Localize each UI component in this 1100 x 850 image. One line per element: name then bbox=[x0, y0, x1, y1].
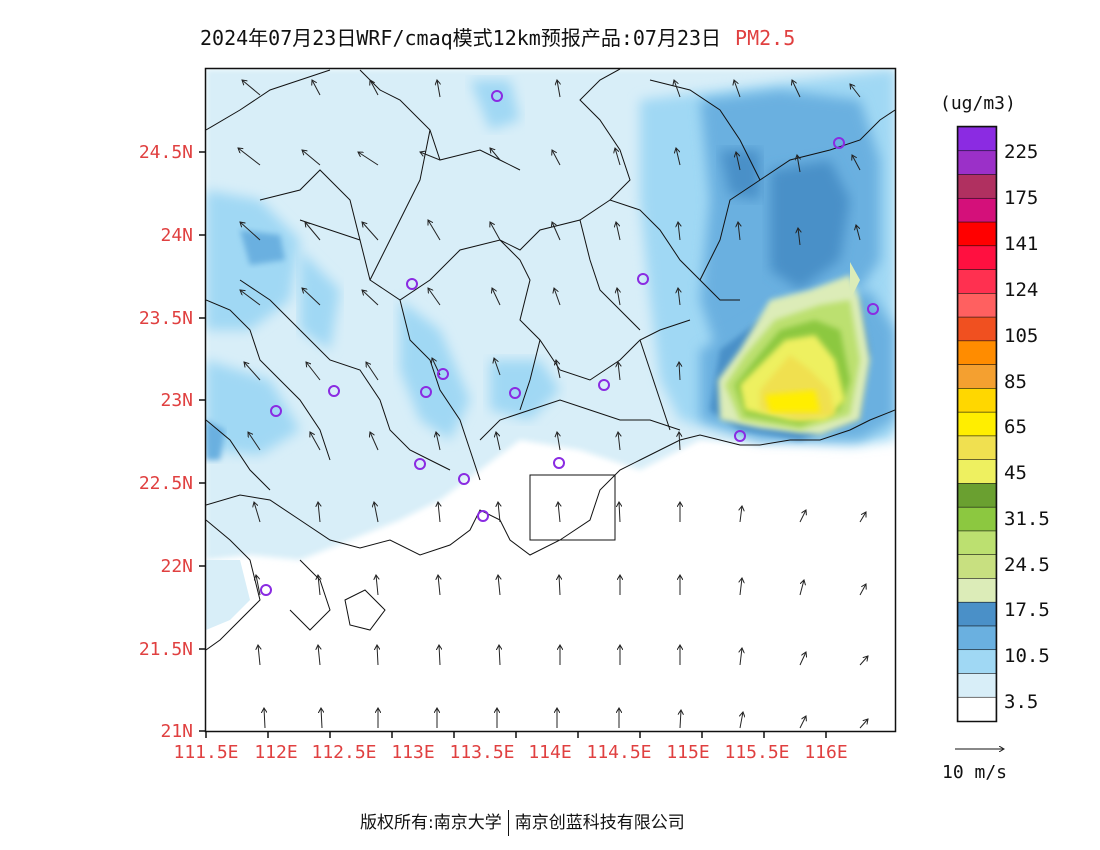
legend-label: 65 bbox=[1004, 416, 1027, 438]
legend-swatch bbox=[957, 293, 997, 318]
lon-label: 116E bbox=[804, 742, 847, 763]
lon-label: 111.5E bbox=[173, 742, 238, 763]
lon-label: 112.5E bbox=[311, 742, 376, 763]
legend-label: 24.5 bbox=[1004, 554, 1050, 576]
station-marker bbox=[328, 385, 340, 397]
legend-swatch bbox=[957, 388, 997, 413]
lon-label: 112E bbox=[254, 742, 297, 763]
legend-swatch bbox=[957, 554, 997, 580]
legend-swatch bbox=[957, 578, 997, 604]
lat-label: 22.5N bbox=[139, 473, 193, 494]
station-marker bbox=[509, 387, 521, 399]
legend-swatch bbox=[957, 197, 997, 223]
legend-swatch bbox=[957, 174, 997, 200]
legend-swatch bbox=[957, 649, 997, 675]
lon-label: 114.5E bbox=[586, 742, 651, 763]
station-marker bbox=[491, 90, 503, 102]
copyright-text: 版权所有:南京大学 bbox=[360, 813, 502, 833]
legend-swatch bbox=[957, 364, 997, 390]
legend-swatch bbox=[957, 269, 997, 295]
footer-divider bbox=[507, 810, 509, 836]
legend-frame bbox=[956, 125, 998, 723]
legend-labels: 225 175 141 124 105 85 65 45 31.5 24.5 1… bbox=[1004, 141, 1050, 713]
station-marker bbox=[458, 473, 470, 485]
station-marker bbox=[553, 457, 565, 469]
lat-label: 24N bbox=[160, 225, 193, 246]
legend-label: 10.5 bbox=[1004, 645, 1050, 667]
station-marker bbox=[437, 368, 449, 380]
wind-vectors bbox=[238, 80, 868, 729]
legend-swatch bbox=[957, 340, 997, 366]
wind-scale-label: 10 m/s bbox=[942, 762, 1007, 783]
legend-swatch bbox=[957, 435, 997, 461]
lon-label: 115.5E bbox=[724, 742, 789, 763]
legend-swatch bbox=[957, 673, 997, 699]
lon-label: 115E bbox=[666, 742, 709, 763]
lon-labels: 111.5E 112E 112.5E 113E 113.5E 114E 114.… bbox=[173, 742, 847, 763]
legend-colorbar bbox=[957, 126, 997, 722]
station-marker bbox=[867, 303, 879, 315]
legend-label: 175 bbox=[1004, 187, 1038, 209]
lat-label: 21.5N bbox=[139, 639, 193, 660]
legend-swatch bbox=[957, 625, 997, 651]
lat-label: 24.5N bbox=[139, 142, 193, 163]
legend-label: 124 bbox=[1004, 279, 1038, 301]
concentration-field bbox=[206, 69, 895, 731]
title-main: 2024年07月23日WRF/cmaq模式12km预报产品:07月23日 bbox=[200, 26, 722, 50]
legend-swatch bbox=[957, 245, 997, 271]
legend-unit: (ug/m3) bbox=[940, 93, 1016, 114]
legend-swatch bbox=[957, 411, 997, 437]
legend-label: 225 bbox=[1004, 141, 1038, 163]
lat-label: 23N bbox=[160, 390, 193, 411]
lon-label: 114E bbox=[528, 742, 571, 763]
legend-swatch bbox=[957, 150, 997, 176]
legend-swatch bbox=[957, 459, 997, 485]
station-marker bbox=[260, 584, 272, 596]
legend-label: 17.5 bbox=[1004, 599, 1050, 621]
lat-labels: 24.5N 24N 23.5N 23N 22.5N 22N 21.5N 21N bbox=[139, 142, 193, 742]
station-marker bbox=[270, 405, 282, 417]
company-text: 南京创蓝科技有限公司 bbox=[514, 813, 685, 833]
station-marker bbox=[406, 278, 418, 290]
station-marker bbox=[598, 379, 610, 391]
lat-label: 22N bbox=[160, 556, 193, 577]
legend-swatch bbox=[957, 316, 997, 342]
legend-swatch bbox=[957, 530, 997, 556]
monitoring-stations bbox=[260, 90, 879, 596]
lat-label: 21N bbox=[160, 721, 193, 742]
chart-title: 2024年07月23日WRF/cmaq模式12km预报产品:07月23日 PM2.… bbox=[200, 22, 940, 51]
legend-label: 141 bbox=[1004, 233, 1038, 255]
legend-swatch bbox=[957, 506, 997, 532]
legend-label: 3.5 bbox=[1004, 691, 1038, 713]
station-marker bbox=[637, 273, 649, 285]
legend-label: 85 bbox=[1004, 371, 1027, 393]
station-marker bbox=[420, 386, 432, 398]
lat-label: 23.5N bbox=[139, 308, 193, 329]
footer-credits: 版权所有:南京大学 南京创蓝科技有限公司 bbox=[360, 808, 685, 836]
legend-swatch bbox=[957, 483, 997, 508]
legend-label: 45 bbox=[1004, 462, 1027, 484]
lon-label: 113.5E bbox=[449, 742, 514, 763]
station-marker bbox=[734, 430, 746, 442]
lon-label: 113E bbox=[391, 742, 434, 763]
legend-swatch bbox=[957, 126, 997, 152]
station-marker bbox=[833, 137, 845, 149]
axis-ticks bbox=[199, 151, 827, 738]
station-marker bbox=[414, 458, 426, 470]
legend-swatch bbox=[957, 696, 997, 722]
legend-swatch bbox=[957, 221, 997, 247]
legend-swatch bbox=[957, 601, 997, 627]
station-marker bbox=[477, 510, 489, 522]
legend-label: 105 bbox=[1004, 325, 1038, 347]
legend-label: 31.5 bbox=[1004, 508, 1050, 530]
title-variable: PM2.5 bbox=[735, 26, 796, 50]
